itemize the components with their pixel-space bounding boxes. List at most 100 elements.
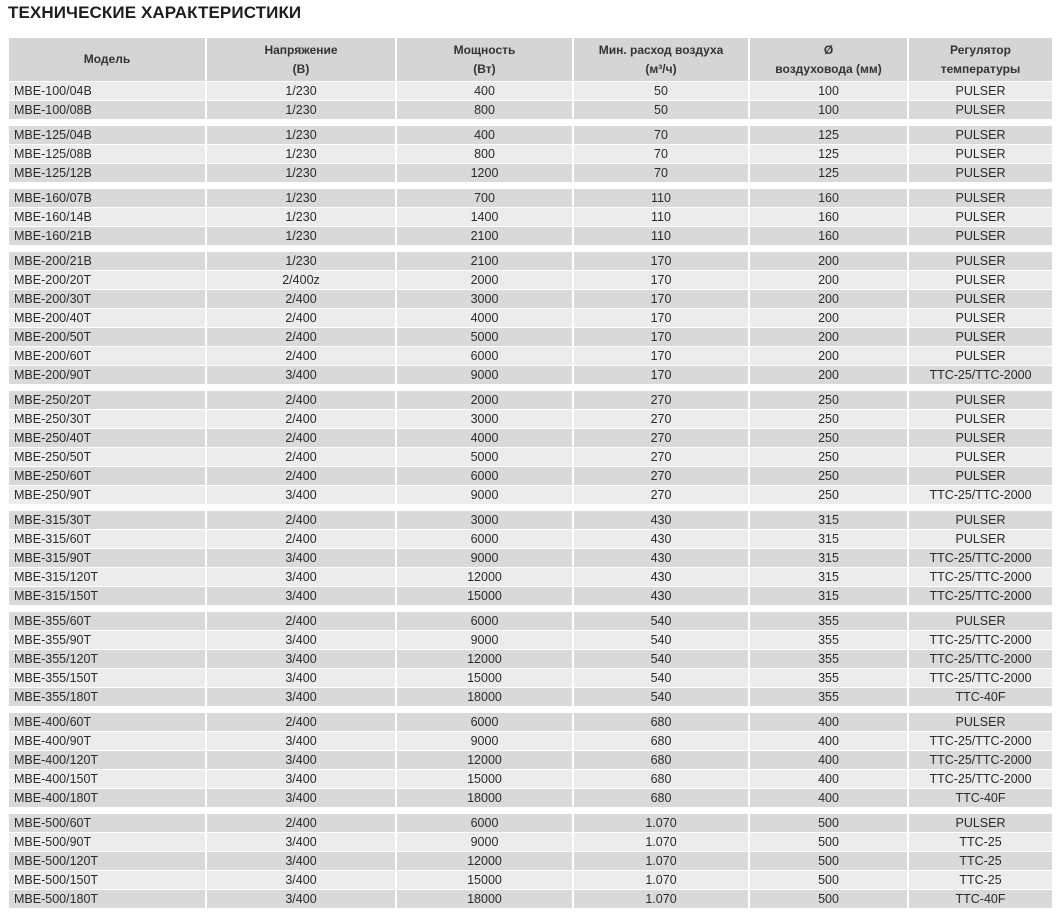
cell-power: 9000 <box>397 833 572 851</box>
table-row: MBE-200/50T 2/400 5000 170 200 PULSER <box>9 328 1052 346</box>
cell-power: 3000 <box>397 511 572 529</box>
cell-power: 400 <box>397 126 572 144</box>
cell-voltage: 3/400 <box>207 751 395 769</box>
table-row: MBE-250/40T 2/400 4000 270 250 PULSER <box>9 429 1052 447</box>
cell-model: MBE-250/90T <box>9 486 205 504</box>
cell-power: 18000 <box>397 789 572 807</box>
cell-voltage: 2/400 <box>207 814 395 832</box>
cell-temperature-regulator: PULSER <box>909 208 1052 226</box>
cell-model: MBE-315/60T <box>9 530 205 548</box>
header-text: температуры <box>940 61 1021 76</box>
cell-temperature-regulator: PULSER <box>909 328 1052 346</box>
cell-voltage: 1/230 <box>207 101 395 119</box>
table-row: MBE-200/60T 2/400 6000 170 200 PULSER <box>9 347 1052 365</box>
cell-temperature-regulator: PULSER <box>909 530 1052 548</box>
cell-temperature-regulator: TTC-25/TTC-2000 <box>909 549 1052 567</box>
cell-temperature-regulator: PULSER <box>909 511 1052 529</box>
cell-power: 5000 <box>397 448 572 466</box>
cell-voltage: 2/400 <box>207 511 395 529</box>
header-text: Мощность <box>453 42 516 57</box>
cell-voltage: 1/230 <box>207 189 395 207</box>
cell-model: MBE-125/08B <box>9 145 205 163</box>
cell-temperature-regulator: PULSER <box>909 227 1052 245</box>
cell-duct-diameter: 400 <box>750 713 907 731</box>
table-row: MBE-200/20T 2/400z 2000 170 200 PULSER <box>9 271 1052 289</box>
page-title: ТЕХНИЧЕСКИЕ ХАРАКТЕРИСТИКИ <box>8 3 302 22</box>
cell-voltage: 2/400 <box>207 391 395 409</box>
cell-model: MBE-100/08B <box>9 101 205 119</box>
cell-voltage: 3/400 <box>207 770 395 788</box>
cell-model: MBE-315/30T <box>9 511 205 529</box>
cell-model: MBE-200/50T <box>9 328 205 346</box>
cell-model: MBE-355/180T <box>9 688 205 706</box>
header-text: (В) <box>292 61 310 76</box>
cell-model: MBE-355/90T <box>9 631 205 649</box>
cell-airflow: 1.070 <box>574 890 748 908</box>
cell-power: 2100 <box>397 252 572 270</box>
cell-temperature-regulator: TTC-40F <box>909 789 1052 807</box>
cell-model: MBE-200/21B <box>9 252 205 270</box>
table-row: MBE-250/60T 2/400 6000 270 250 PULSER <box>9 467 1052 485</box>
cell-duct-diameter: 315 <box>750 568 907 586</box>
table-row: MBE-315/90T 3/400 9000 430 315 TTC-25/TTC-200… <box>9 549 1052 567</box>
table-row: MBE-500/60T 2/400 6000 1.070 500 PULSER <box>9 814 1052 832</box>
cell-voltage: 3/400 <box>207 549 395 567</box>
cell-voltage: 3/400 <box>207 688 395 706</box>
table-row: MBE-200/30T 2/400 3000 170 200 PULSER <box>9 290 1052 308</box>
header-text: Модель <box>83 52 131 66</box>
cell-airflow: 170 <box>574 309 748 327</box>
cell-airflow: 430 <box>574 549 748 567</box>
cell-voltage: 2/400 <box>207 410 395 428</box>
cell-temperature-regulator: TTC-25/TTC-2000 <box>909 751 1052 769</box>
cell-temperature-regulator: PULSER <box>909 271 1052 289</box>
cell-temperature-regulator: TTC-25/TTC-2000 <box>909 486 1052 504</box>
cell-duct-diameter: 355 <box>750 650 907 668</box>
table-row: MBE-315/120T 3/400 12000 430 315 TTC-25/TTC-2… <box>9 568 1052 586</box>
header-text: Регулятор <box>950 42 1011 57</box>
cell-duct-diameter: 355 <box>750 612 907 630</box>
table-row: MBE-400/90T 3/400 9000 680 400 TTC-25/TTC-200… <box>9 732 1052 750</box>
cell-airflow: 540 <box>574 688 748 706</box>
cell-duct-diameter: 355 <box>750 688 907 706</box>
table-row: MBE-250/90T 3/400 9000 270 250 TTC-25/TTC-200… <box>9 486 1052 504</box>
cell-power: 3000 <box>397 410 572 428</box>
table-row: MBE-315/60T 2/400 6000 430 315 PULSER <box>9 530 1052 548</box>
table-row: MBE-100/08B 1/230 800 50 100 PULSER <box>9 101 1052 119</box>
cell-temperature-regulator: PULSER <box>909 448 1052 466</box>
cell-power: 400 <box>397 82 572 100</box>
cell-power: 700 <box>397 189 572 207</box>
cell-voltage: 2/400 <box>207 328 395 346</box>
header-text: Мин. расход воздуха <box>598 42 724 57</box>
cell-airflow: 170 <box>574 290 748 308</box>
cell-duct-diameter: 200 <box>750 252 907 270</box>
cell-voltage: 2/400 <box>207 309 395 327</box>
cell-temperature-regulator: TTC-25 <box>909 871 1052 889</box>
cell-power: 15000 <box>397 669 572 687</box>
cell-airflow: 1.070 <box>574 852 748 870</box>
cell-voltage: 1/230 <box>207 82 395 100</box>
cell-airflow: 680 <box>574 789 748 807</box>
cell-airflow: 540 <box>574 669 748 687</box>
header-text: (Вт) <box>473 61 496 76</box>
cell-model: MBE-315/150T <box>9 587 205 605</box>
cell-temperature-regulator: PULSER <box>909 145 1052 163</box>
cell-airflow: 50 <box>574 82 748 100</box>
cell-duct-diameter: 250 <box>750 429 907 447</box>
cell-duct-diameter: 500 <box>750 871 907 889</box>
table-row: MBE-500/90T 3/400 9000 1.070 500 TTC-25 <box>9 833 1052 851</box>
table-row: MBE-160/07B 1/230 700 110 160 PULSER <box>9 189 1052 207</box>
cell-airflow: 110 <box>574 208 748 226</box>
cell-voltage: 3/400 <box>207 789 395 807</box>
cell-temperature-regulator: PULSER <box>909 290 1052 308</box>
cell-duct-diameter: 160 <box>750 208 907 226</box>
cell-temperature-regulator: PULSER <box>909 101 1052 119</box>
table-row: MBE-355/180T 3/400 18000 540 355 TTC-40F <box>9 688 1052 706</box>
table-header: Модель Напряжение (В) Мощность (Вт) Мин. расх… <box>9 38 1052 81</box>
cell-model: MBE-400/60T <box>9 713 205 731</box>
cell-temperature-regulator: PULSER <box>909 814 1052 832</box>
cell-model: MBE-100/04B <box>9 82 205 100</box>
table-row: MBE-250/50T 2/400 5000 270 250 PULSER <box>9 448 1052 466</box>
cell-airflow: 540 <box>574 631 748 649</box>
cell-duct-diameter: 500 <box>750 852 907 870</box>
cell-duct-diameter: 315 <box>750 530 907 548</box>
